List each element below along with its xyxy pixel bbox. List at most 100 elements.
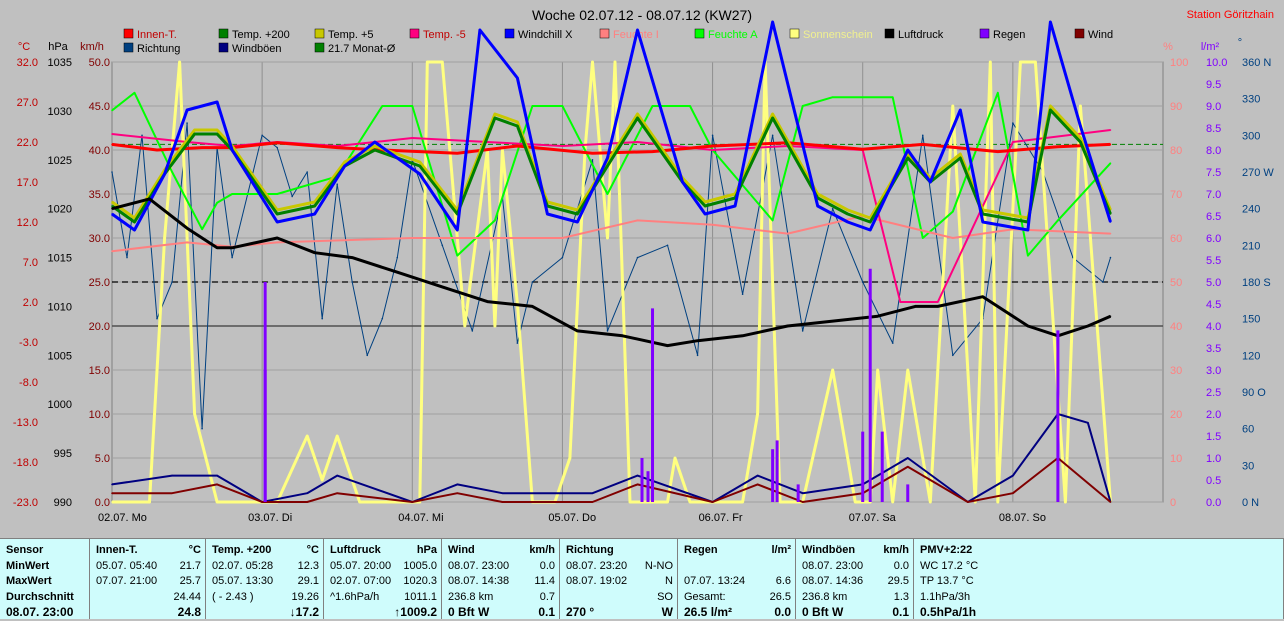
data-point (576, 330, 579, 332)
data-point (861, 148, 864, 150)
data-point (156, 149, 158, 151)
data-point (516, 77, 519, 79)
data-point (876, 315, 879, 318)
data-point (381, 105, 384, 107)
stats-row: 0 Bft W 0.1 (442, 605, 559, 621)
data-point (471, 330, 474, 332)
data-point (426, 61, 429, 63)
data-point (306, 435, 308, 437)
data-point (997, 92, 999, 94)
legend-swatch (123, 42, 134, 53)
stats-cell-value: 0.1 (538, 605, 555, 619)
legend-label: Regen (993, 29, 1025, 41)
stats-row: SO (560, 590, 677, 606)
data-point (111, 205, 113, 207)
data-point (606, 193, 609, 195)
direction-tick-label: 240 (1242, 204, 1260, 216)
legend-label: Sonnenschein (803, 29, 873, 41)
stats-cell-label: Wind (448, 544, 475, 556)
pressure-tick-label: 1025 (48, 155, 72, 167)
stats-cell-label: 08.07. 14:38 (448, 575, 510, 587)
weather-chart: Woche 02.07.12 - 08.07.12 (KW27) Station… (13, 7, 1274, 524)
data-point (313, 205, 316, 207)
direction-tick-label: 150 (1242, 314, 1260, 326)
data-point (216, 101, 218, 103)
humidity-tick-label: 60 (1170, 233, 1182, 245)
data-point (1109, 143, 1112, 146)
data-point (997, 150, 999, 153)
temp-tick-label: 17.0 (17, 177, 38, 189)
data-point (801, 330, 804, 332)
data-point (276, 237, 278, 239)
data-point (216, 202, 218, 204)
data-point (276, 213, 278, 215)
series-feuchte-a (111, 91, 1112, 257)
stats-cell-value: N (665, 575, 673, 587)
stats-cell-label: 1.1hPa/3h (920, 590, 971, 603)
stats-cell-label: Gesamt: (684, 590, 726, 603)
data-point (1057, 146, 1059, 148)
rain-tick-label: 1.0 (1206, 453, 1221, 465)
pressure-tick-label: 990 (54, 497, 72, 509)
rain-tick-label: 9.5 (1206, 79, 1221, 91)
data-point (479, 29, 481, 31)
data-point (231, 256, 233, 259)
legend-swatch (1074, 28, 1085, 39)
stats-cell-label: Windböen (802, 544, 856, 556)
temp-tick-label: -3.0 (19, 337, 38, 349)
data-point (1049, 105, 1052, 107)
data-point (636, 117, 639, 119)
data-point (711, 149, 714, 151)
data-point (982, 295, 984, 298)
stats-cell-value: km/h (529, 544, 555, 556)
legend: Innen-T. Temp. +200 Temp. +5 Temp. -5 Windch… (123, 28, 1113, 55)
data-point (906, 369, 909, 371)
data-point (831, 96, 834, 98)
legend-label: Windchill X (518, 29, 573, 41)
stats-row: 236.8 km 0.7 (442, 590, 559, 606)
data-point (336, 492, 339, 495)
data-point (952, 354, 954, 357)
data-point (1109, 162, 1112, 164)
data-point (914, 305, 917, 308)
x-tick-label: 08.07. So (999, 512, 1046, 524)
direction-tick-label: 30 (1242, 460, 1254, 472)
legend-label: 21.7 Monat-Ø (328, 43, 396, 55)
legend-swatch (504, 28, 515, 39)
stats-row: ↓17.2 (206, 605, 323, 621)
data-point (674, 457, 676, 459)
stats-row: 08.07. 23:00 0.0 (796, 559, 913, 575)
stats-row: 05.07. 05:40 21.7 (90, 559, 205, 575)
stats-row: ( - 2.43 ) 19.26 (206, 590, 323, 606)
data-point (516, 145, 519, 147)
stats-row: 1.1hPa/3h (914, 590, 1283, 606)
stats-column-c3: Temp. +200 °C 02.07. 05:28 12.3 05.07. 13:30… (206, 539, 324, 619)
humidity-tick-label: 20 (1170, 409, 1182, 421)
stats-cell-value: l/m² (771, 544, 791, 556)
data-point (854, 501, 857, 503)
data-point (636, 141, 639, 143)
stats-cell-value: ↓17.2 (289, 605, 319, 619)
temp-tick-label: 22.0 (17, 137, 38, 149)
data-point (276, 142, 278, 144)
stats-row: Richtung (560, 543, 677, 559)
stats-row: 08.07. 23:00 (0, 605, 89, 621)
pressure-tick-label: 995 (54, 448, 72, 460)
data-point (756, 413, 759, 415)
stats-row: 26.5 l/m² 0.0 (678, 605, 795, 621)
stats-row: ↑1009.2 (324, 605, 441, 621)
data-point (786, 232, 789, 235)
data-point (396, 271, 399, 274)
data-point (1012, 492, 1014, 495)
x-tick-label: 02.07. Mo (98, 512, 147, 524)
data-point (989, 61, 992, 63)
stats-row: MaxWert (0, 574, 89, 590)
stats-row: 08.07. 14:38 11.4 (442, 574, 559, 590)
data-point (696, 339, 699, 342)
legend-label: Temp. -5 (423, 29, 466, 41)
data-point (418, 165, 421, 167)
temp-tick-label: -23.0 (13, 497, 38, 509)
stats-cell-label: 08.07. 23:00 (6, 605, 74, 619)
pressure-tick-label: 1030 (48, 106, 72, 118)
stats-row: Innen-T. °C (90, 543, 205, 559)
